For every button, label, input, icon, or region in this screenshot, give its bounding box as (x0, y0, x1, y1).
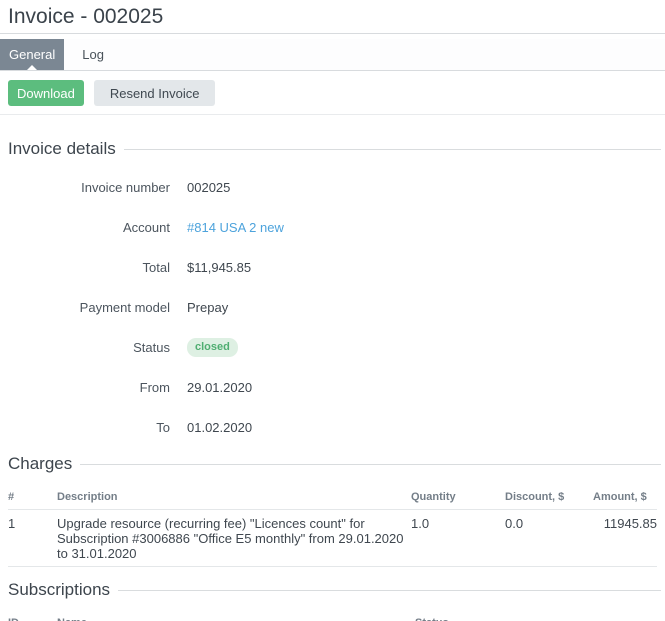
tab-log[interactable]: Log (64, 39, 122, 70)
charges-heading-text: Charges (8, 454, 73, 473)
page-title: Invoice - 002025 (8, 5, 164, 28)
account-link[interactable]: #814 USA 2 new (187, 219, 284, 235)
charge-discount: 0.0 (505, 509, 593, 567)
field-label: Account (123, 219, 170, 235)
field-from: From 29.01.2020 (0, 367, 665, 407)
field-status: Status closed (0, 327, 665, 367)
resend-invoice-button[interactable]: Resend Invoice (93, 80, 216, 106)
charges-section: Charges # Description Quantity Discount,… (0, 454, 665, 567)
tab-bar: General Log (0, 39, 665, 71)
heading-rule (80, 463, 661, 465)
invoice-details-heading: Invoice details (8, 139, 661, 159)
toolbar: Download Resend Invoice (0, 71, 665, 115)
field-label: Total (142, 259, 170, 275)
field-label: From (139, 379, 170, 395)
subscriptions-heading: Subscriptions (8, 580, 661, 600)
field-label: Invoice number (81, 179, 170, 195)
tab-general[interactable]: General (0, 39, 65, 70)
subscriptions-section: Subscriptions ID Name Status 3006886 Off… (0, 580, 665, 621)
subscriptions-table: ID Name Status 3006886 Office E5 monthly… (8, 612, 657, 621)
field-invoice-number: Invoice number 002025 (0, 167, 665, 207)
tab-general-label: General (9, 47, 56, 62)
subs-col-status: Status (415, 612, 657, 621)
status-badge: closed (187, 337, 238, 357)
charge-amount: 11945.85 (593, 509, 657, 567)
charge-description: Upgrade resource (recurring fee) "Licenc… (57, 509, 411, 567)
charges-col-description: Description (57, 486, 411, 510)
field-payment-model: Payment model Prepay (0, 287, 665, 327)
subs-col-name: Name (57, 612, 415, 621)
charges-col-quantity: Quantity (411, 486, 505, 510)
heading-rule (118, 589, 661, 591)
page-header: Invoice - 002025 (0, 0, 665, 34)
charges-table-row: 1 Upgrade resource (recurring fee) "Lice… (8, 509, 657, 567)
invoice-details-section: Invoice details Invoice number 002025 Ac… (0, 139, 665, 447)
from-value: 29.01.2020 (187, 379, 253, 395)
charges-table: # Description Quantity Discount, $ Amoun… (8, 486, 657, 567)
active-tab-notch (27, 65, 38, 70)
field-account: Account #814 USA 2 new (0, 207, 665, 247)
subs-col-id: ID (8, 612, 57, 621)
charge-num: 1 (8, 509, 57, 567)
charges-heading: Charges (8, 454, 661, 474)
invoice-number-value: 002025 (187, 179, 231, 195)
invoice-details-fields: Invoice number 002025 Account #814 USA 2… (0, 167, 665, 447)
download-button[interactable]: Download (8, 80, 84, 106)
invoice-details-heading-text: Invoice details (8, 139, 116, 158)
charges-col-num: # (8, 486, 57, 510)
field-label: Status (133, 339, 170, 355)
subscriptions-heading-text: Subscriptions (8, 580, 111, 599)
field-label: Payment model (79, 299, 170, 315)
field-total: Total $11,945.85 (0, 247, 665, 287)
total-value: $11,945.85 (187, 259, 252, 275)
payment-model-value: Prepay (187, 299, 229, 315)
charge-quantity: 1.0 (411, 509, 505, 567)
to-value: 01.02.2020 (187, 419, 253, 435)
field-label: To (156, 419, 170, 435)
heading-rule (123, 148, 661, 150)
field-to: To 01.02.2020 (0, 407, 665, 447)
subscriptions-header-row: ID Name Status (8, 612, 657, 621)
tab-log-label: Log (82, 47, 104, 62)
charges-col-amount: Amount, $ (593, 486, 657, 510)
charges-col-discount: Discount, $ (505, 486, 593, 510)
charges-header-row: # Description Quantity Discount, $ Amoun… (8, 486, 657, 510)
